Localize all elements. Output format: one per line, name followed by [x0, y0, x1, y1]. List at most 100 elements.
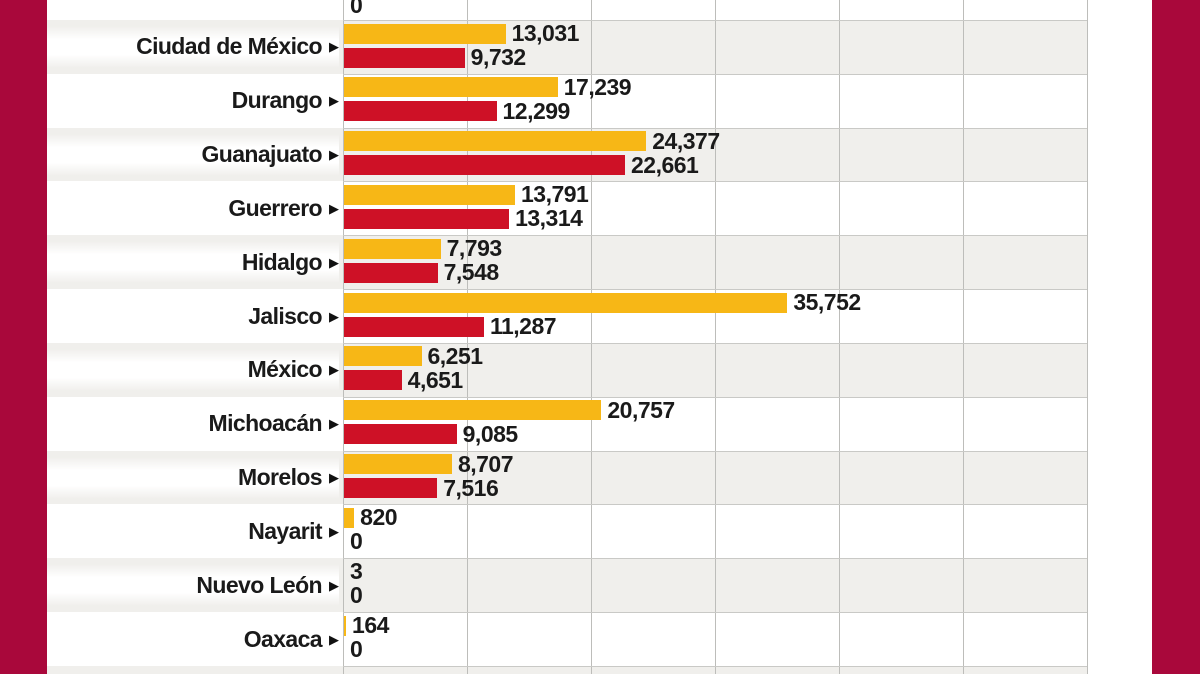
red-bar-value: 13,314 — [515, 205, 583, 232]
gridline — [467, 0, 468, 674]
red-bar-value: 4,651 — [407, 366, 464, 393]
red-bar — [344, 155, 625, 176]
state-label-row: Guanajuato ▶ — [47, 128, 341, 182]
cropped-top-row-red-value: 0 — [350, 0, 363, 18]
yellow-bar-value: 820 — [360, 504, 398, 531]
label-glow — [47, 510, 339, 553]
row-boundary-line — [343, 289, 1087, 291]
right-border-band — [1152, 0, 1200, 674]
red-bar-value: 9,732 — [470, 44, 527, 70]
state-label: Morelos — [238, 464, 323, 491]
arrow-right-icon: ▶ — [329, 523, 339, 539]
arrow-right-icon: ▶ — [329, 631, 339, 647]
state-label-row: Durango ▶ — [47, 74, 341, 128]
yellow-bar — [344, 507, 355, 528]
state-label: México — [247, 356, 323, 383]
x-axis-line — [343, 0, 344, 674]
row-boundary-line — [343, 665, 1087, 667]
label-glow — [47, 241, 339, 284]
row-boundary-line — [343, 396, 1087, 398]
red-bar-value: 9,085 — [462, 420, 519, 447]
label-glow — [47, 133, 339, 176]
label-glow — [47, 456, 339, 499]
arrow-right-icon: ▶ — [329, 93, 339, 109]
row-boundary-line — [343, 235, 1087, 237]
yellow-bar — [344, 292, 788, 313]
arrow-right-icon: ▶ — [329, 200, 339, 216]
red-bar — [344, 478, 438, 499]
state-label-row: Nayarit ▶ — [47, 504, 341, 558]
arrow-right-icon: ▶ — [329, 416, 339, 432]
label-glow — [47, 187, 339, 230]
state-label-row: Hidalgo ▶ — [47, 235, 341, 289]
label-glow — [47, 295, 339, 338]
gridline — [591, 0, 592, 674]
yellow-bar — [344, 23, 506, 44]
state-label: Jalisco — [248, 302, 322, 329]
state-label-row: Morelos ▶ — [47, 451, 341, 505]
state-label: Guanajuato — [201, 141, 322, 168]
state-label: Michoacán — [208, 410, 323, 437]
red-bar — [344, 424, 457, 445]
yellow-bar — [344, 238, 441, 259]
state-label-row: Guerrero ▶ — [47, 181, 341, 235]
yellow-bar-value: 3 — [350, 558, 363, 585]
gridline — [715, 0, 716, 674]
yellow-bar — [344, 400, 602, 421]
yellow-bar-value: 7,793 — [446, 235, 503, 262]
yellow-bar-value: 20,757 — [607, 396, 675, 423]
row-boundary-line — [343, 504, 1087, 506]
state-label: Nayarit — [248, 517, 322, 544]
state-label-row: México ▶ — [47, 343, 341, 397]
red-bar-value: 22,661 — [630, 151, 699, 178]
state-label: Guerrero — [228, 194, 322, 221]
red-bar-value: 12,299 — [502, 97, 571, 124]
red-bar — [344, 47, 465, 68]
arrow-right-icon: ▶ — [329, 308, 339, 324]
arrow-right-icon: ▶ — [329, 362, 339, 378]
yellow-bar-value: 13,791 — [521, 181, 589, 208]
yellow-bar-value: 164 — [352, 612, 389, 639]
row-boundary-line — [343, 73, 1087, 75]
red-bar — [344, 262, 438, 283]
gridline — [963, 0, 964, 674]
arrow-right-icon: ▶ — [329, 39, 339, 55]
red-bar — [344, 101, 497, 122]
row-boundary-line — [343, 612, 1087, 614]
yellow-bar — [344, 131, 647, 152]
arrow-right-icon: ▶ — [329, 577, 339, 593]
red-bar-value: 11,287 — [489, 313, 557, 340]
gridline — [1087, 0, 1088, 674]
state-label: Nuevo León — [196, 571, 322, 598]
left-border-band — [0, 0, 47, 674]
cropped-bottom-row-stripe — [47, 665, 1087, 674]
state-label-row: Michoacán ▶ — [47, 397, 341, 451]
yellow-bar-value: 8,707 — [457, 450, 514, 477]
yellow-bar-value: 17,239 — [563, 73, 632, 100]
yellow-bar-value: 6,251 — [427, 342, 484, 369]
red-bar-value: 7,548 — [443, 259, 500, 286]
arrow-right-icon: ▶ — [329, 147, 339, 163]
state-label-row: Jalisco ▶ — [47, 289, 341, 343]
yellow-bar — [344, 454, 452, 475]
red-bar-value: 0 — [350, 582, 363, 609]
row-boundary-line — [343, 342, 1087, 344]
state-label-row: Oaxaca ▶ — [47, 612, 341, 666]
row-boundary-line — [343, 558, 1087, 560]
red-bar-value: 0 — [350, 528, 363, 555]
yellow-bar — [344, 615, 346, 636]
state-label-row: Nuevo León ▶ — [47, 558, 341, 612]
label-glow — [47, 79, 339, 122]
state-label: Hidalgo — [241, 248, 323, 275]
row-boundary-line — [343, 20, 1087, 21]
yellow-bar-value: 24,377 — [652, 127, 720, 154]
red-bar — [344, 316, 484, 337]
red-bar-value: 0 — [350, 636, 363, 663]
row-boundary-line — [343, 450, 1087, 452]
state-label: Ciudad de México — [136, 33, 323, 60]
yellow-bar — [344, 184, 515, 205]
